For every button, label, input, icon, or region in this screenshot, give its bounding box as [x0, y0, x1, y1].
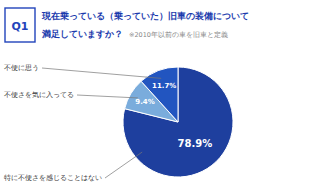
q-box [5, 8, 35, 42]
category-label: 不便に思う [4, 64, 39, 72]
leader-line [77, 95, 138, 98]
data-label: 9.4% [135, 98, 154, 106]
subtitle: 満足していますか？ [41, 29, 123, 39]
slice [141, 67, 178, 122]
slice [123, 67, 233, 177]
category-label: 不便さを気に入ってる [4, 91, 74, 99]
leader-line [42, 68, 161, 78]
leader-line [105, 152, 142, 178]
title: 現在乗っている（乗っていた）旧車の装備について [41, 11, 249, 21]
category-label: 特に不便さを感じることはない [4, 174, 102, 182]
data-label: 11.7% [152, 82, 176, 90]
pie [123, 67, 233, 177]
data-label: 78.9% [178, 138, 213, 149]
chart: Q1 現在乗っている（乗っていた）旧車の装備について満足していますか？ ※2010年… [0, 0, 311, 190]
note: ※2010年以前の車を旧車と定義 [129, 31, 228, 39]
q-label: Q1 [11, 20, 28, 33]
